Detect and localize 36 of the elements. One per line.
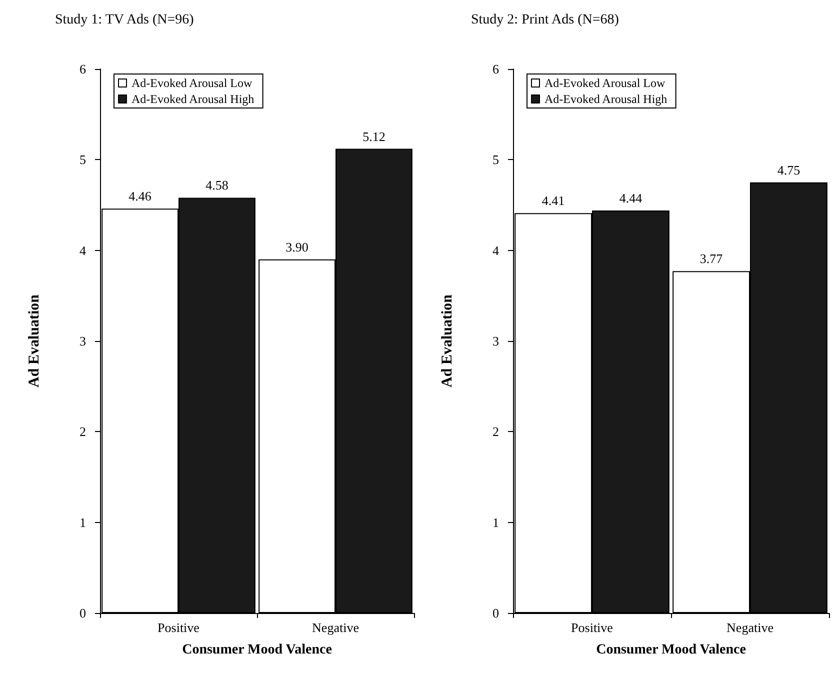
chart-title: Study 2: Print Ads (N=68): [471, 12, 620, 28]
y-tick-label: 3: [80, 334, 86, 348]
legend-label: Ad-Evoked Arousal Low: [544, 76, 666, 90]
y-tick-label: 6: [492, 62, 500, 76]
data-label: 5.12: [362, 128, 386, 144]
data-label: 4.75: [777, 162, 800, 178]
legend-label: Ad-Evoked Arousal High: [132, 92, 254, 106]
x-axis-title: Consumer Mood Valence: [596, 642, 746, 658]
data-label: 3.77: [700, 251, 724, 266]
y-tick-label: 0: [492, 606, 499, 620]
y-tick-label: 2: [80, 424, 86, 440]
data-label: 4.44: [619, 190, 643, 206]
y-tick-label: 6: [80, 62, 86, 76]
x-tick-label: Negative: [726, 620, 774, 635]
y-axis-title: Ad Evaluation: [440, 294, 456, 388]
data-label: 4.46: [128, 188, 152, 204]
y-tick-label: 2: [492, 424, 499, 440]
legend-label: Ad-Evoked Arousal High: [544, 92, 668, 106]
y-tick-label: 1: [492, 514, 499, 530]
x-tick-label: Positive: [571, 620, 614, 635]
y-axis-title: Ad Evaluation: [26, 294, 42, 388]
data-label: 4.41: [542, 193, 565, 208]
y-tick-label: 4: [80, 242, 86, 258]
y-tick-label: 5: [80, 152, 86, 168]
y-tick-label: 3: [492, 334, 499, 348]
legend-label: Ad-Evoked Arousal Low: [132, 76, 252, 90]
y-tick-label: 1: [80, 514, 86, 530]
x-axis-title: Consumer Mood Valence: [182, 642, 332, 658]
x-tick-label: Negative: [312, 620, 360, 635]
chart-title: Study 1: TV Ads (N=96): [55, 12, 194, 28]
y-tick-label: 0: [80, 606, 86, 620]
y-tick-label: 4: [492, 242, 500, 258]
data-label: 3.90: [286, 239, 308, 254]
x-tick-label: Positive: [158, 620, 200, 635]
y-tick-label: 5: [492, 152, 499, 168]
data-label: 4.58: [206, 178, 228, 193]
